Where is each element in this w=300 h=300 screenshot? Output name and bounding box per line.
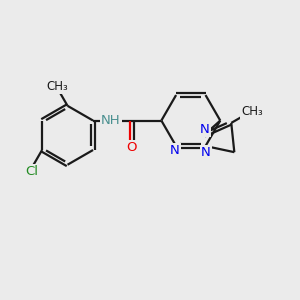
Text: CH₃: CH₃ — [241, 105, 263, 118]
Text: N: N — [201, 146, 211, 159]
Text: NH: NH — [101, 114, 121, 127]
Text: Cl: Cl — [25, 165, 38, 178]
Text: N: N — [200, 123, 210, 136]
Text: N: N — [170, 144, 179, 157]
Text: O: O — [127, 141, 137, 154]
Text: CH₃: CH₃ — [46, 80, 68, 93]
